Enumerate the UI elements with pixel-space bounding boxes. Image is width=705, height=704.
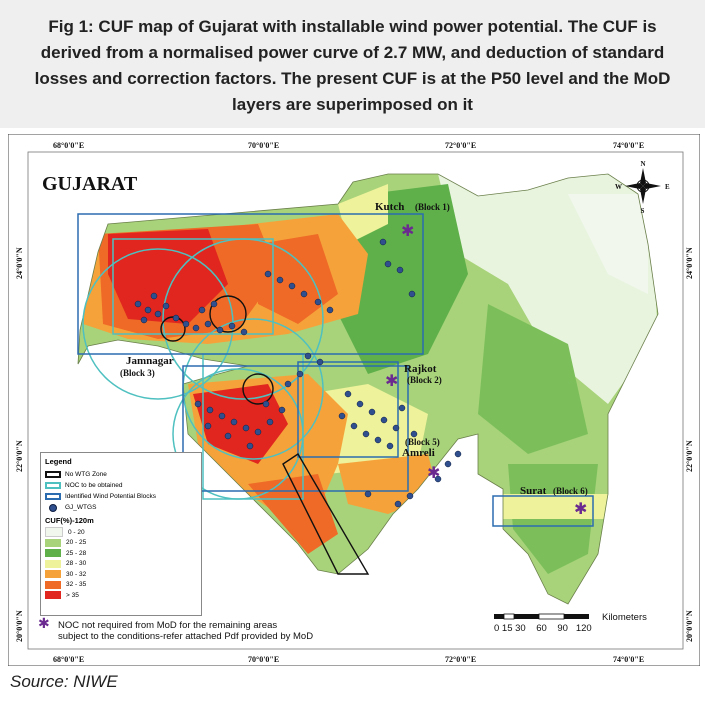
scale-bar-graphic xyxy=(494,613,589,620)
scale-units: Kilometers xyxy=(602,612,647,623)
block-labels: Kutch (Block 1) Rajkot (Block 2) Jamnaga… xyxy=(120,201,588,497)
source-note: Source: NIWE xyxy=(10,672,118,691)
legend-item-blocks: Identified Wind Potential Blocks xyxy=(45,491,201,502)
gujarat-outline xyxy=(77,173,659,605)
wtg-points xyxy=(134,238,462,508)
asterisk-icon: ✱ xyxy=(38,615,50,631)
no-wtg-swatch xyxy=(45,471,61,478)
cuf-raster xyxy=(78,174,658,604)
svg-text:72°0'0"E: 72°0'0"E xyxy=(445,141,476,150)
svg-text:70°0'0"E: 70°0'0"E xyxy=(248,141,279,150)
figure-caption-box: Fig 1: CUF map of Gujarat with installab… xyxy=(0,0,705,128)
scale-ticks: 0 15 30 60 90 120 xyxy=(494,623,592,634)
legend-item-wtgs: GJ_WTGS xyxy=(45,502,201,513)
svg-text:22°0'0"N: 22°0'0"N xyxy=(15,440,24,472)
cuf-class-4: 30 - 32 xyxy=(45,569,201,580)
label-kutch-block: (Block 1) xyxy=(415,202,450,212)
label-surat-block: (Block 6) xyxy=(553,486,588,496)
wind-potential-blocks xyxy=(77,213,594,527)
label-rajkot-block: (Block 2) xyxy=(407,375,442,385)
cuf-class-5: 32 - 35 xyxy=(45,580,201,591)
svg-text:W: W xyxy=(615,183,622,191)
svg-text:24°0'0"N: 24°0'0"N xyxy=(685,247,694,279)
svg-text:68°0'0"E: 68°0'0"E xyxy=(53,141,84,150)
label-amreli: Amreli xyxy=(402,447,435,459)
scale-bar: Kilometers 0 15 30 60 90 120 xyxy=(494,612,647,634)
north-arrow: N S E W xyxy=(615,160,670,215)
label-amreli-block: (Block 5) xyxy=(405,437,440,447)
map-legend: Legend No WTG Zone NOC to be obtained Id… xyxy=(40,452,202,616)
svg-text:S: S xyxy=(641,207,645,215)
label-surat: Surat xyxy=(520,485,547,497)
cuf-class-1: 20 - 25 xyxy=(45,538,201,549)
noc-swatch xyxy=(45,482,61,489)
label-rajkot: Rajkot xyxy=(404,363,437,375)
label-jamnagar-block: (Block 3) xyxy=(120,368,155,378)
svg-text:E: E xyxy=(665,183,670,191)
svg-text:20°0'0"N: 20°0'0"N xyxy=(15,610,24,642)
figure-caption: Fig 1: CUF map of Gujarat with installab… xyxy=(34,17,671,114)
longitude-labels: 68°0'0"E 70°0'0"E 72°0'0"E 74°0'0"E 68°0… xyxy=(53,141,644,664)
svg-text:✱: ✱ xyxy=(385,371,398,390)
wtgs-swatch xyxy=(45,503,61,512)
legend-item-noc: NOC to be obtained xyxy=(45,480,201,491)
cuf-class-3: 28 - 30 xyxy=(45,559,201,570)
no-wtg-zones xyxy=(160,295,370,575)
svg-text:N: N xyxy=(641,160,646,168)
blocks-swatch xyxy=(45,493,61,500)
noc-not-required-markers: ✱ ✱ ✱ ✱ xyxy=(385,221,587,518)
map-title: GUJARAT xyxy=(42,173,138,195)
latitude-labels: 24°0'0"N 22°0'0"N 20°0'0"N 24°0'0"N 22°0… xyxy=(15,247,694,642)
svg-text:20°0'0"N: 20°0'0"N xyxy=(685,610,694,642)
legend-item-no-wtg: No WTG Zone xyxy=(45,469,201,480)
svg-text:24°0'0"N: 24°0'0"N xyxy=(15,247,24,279)
svg-text:✱: ✱ xyxy=(401,221,414,240)
cuf-legend-title: CUF(%)-120m xyxy=(45,516,94,525)
svg-text:✱: ✱ xyxy=(574,499,587,518)
svg-text:✱: ✱ xyxy=(427,463,440,482)
cuf-class-2: 25 - 28 xyxy=(45,548,201,559)
svg-text:74°0'0"E: 74°0'0"E xyxy=(613,655,644,664)
label-jamnagar: Jamnagar xyxy=(126,355,174,367)
cuf-class-6: > 35 xyxy=(45,590,201,601)
noc-note: ✱ NOC not required from MoD for the rema… xyxy=(38,615,314,642)
svg-text:22°0'0"N: 22°0'0"N xyxy=(685,440,694,472)
svg-text:74°0'0"E: 74°0'0"E xyxy=(613,141,644,150)
svg-text:70°0'0"E: 70°0'0"E xyxy=(248,655,279,664)
map-frame: ✱ ✱ ✱ ✱ 68°0'0"E 70°0'0"E 72°0'0"E 74°0'… xyxy=(8,134,700,666)
svg-text:72°0'0"E: 72°0'0"E xyxy=(445,655,476,664)
cuf-class-0: 0 - 20 xyxy=(45,527,201,538)
svg-text:68°0'0"E: 68°0'0"E xyxy=(53,655,84,664)
label-kutch: Kutch xyxy=(375,201,404,213)
legend-title: Legend xyxy=(45,457,72,466)
